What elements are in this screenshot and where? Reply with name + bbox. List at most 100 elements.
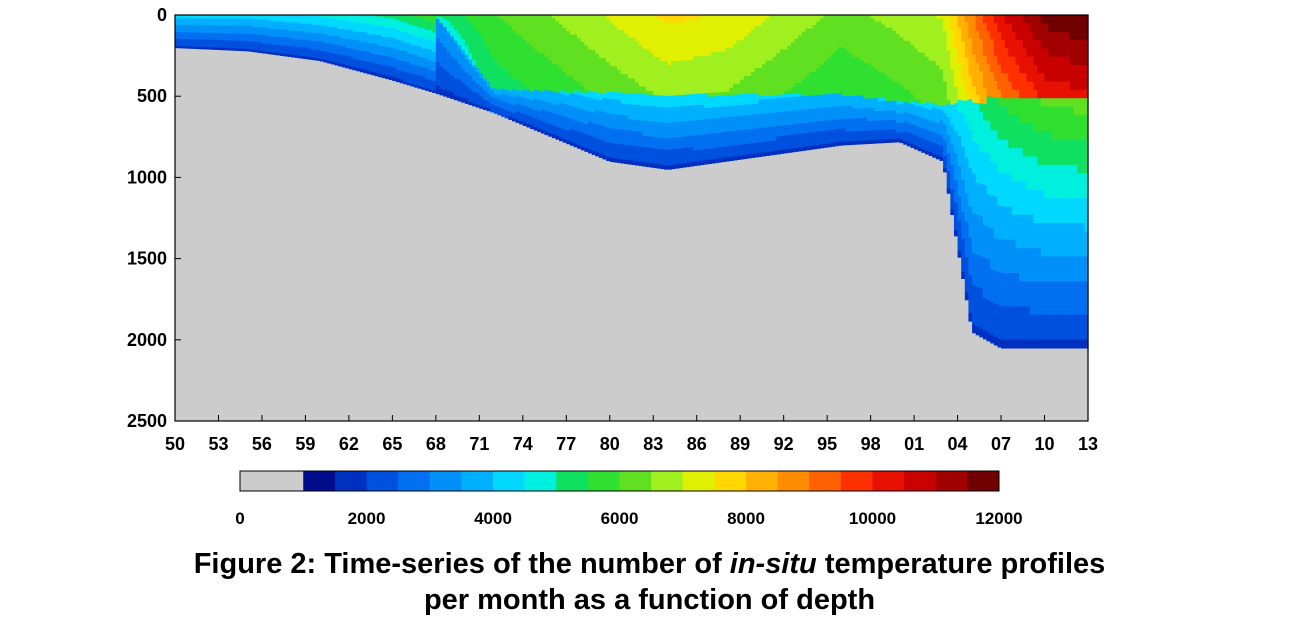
heatmap-cell <box>548 30 553 34</box>
heatmap-cell <box>432 47 437 51</box>
heatmap-cell <box>203 20 209 22</box>
heatmap-cell <box>283 21 288 23</box>
heatmap-cell <box>287 42 292 45</box>
heatmap-cell <box>414 61 419 65</box>
heatmap-cell <box>352 43 357 46</box>
heatmap-cell <box>298 53 303 56</box>
heatmap-cell <box>479 26 484 30</box>
heatmap-cell <box>196 32 201 35</box>
heatmap-cell <box>341 61 346 64</box>
heatmap-cell <box>377 62 383 65</box>
heatmap-cell <box>410 84 415 87</box>
heatmap-cell <box>392 70 397 73</box>
heatmap-cell <box>439 88 444 92</box>
heatmap-cell <box>424 31 430 35</box>
heatmap-cell <box>417 75 422 78</box>
heatmap-cell <box>399 80 404 84</box>
heatmap-cell <box>620 151 625 157</box>
heatmap-cell <box>272 25 278 28</box>
heatmap-cell <box>475 104 480 108</box>
heatmap-cell <box>243 28 249 30</box>
heatmap-cell <box>406 58 412 61</box>
heatmap-cell <box>584 66 589 71</box>
heatmap-cell <box>327 19 332 22</box>
heatmap-cell <box>222 29 227 32</box>
heatmap-cell <box>240 23 245 26</box>
heatmap-cell <box>298 52 303 55</box>
heatmap-cell <box>214 26 220 28</box>
heatmap-cell <box>334 29 339 32</box>
heatmap-cell <box>450 77 455 81</box>
heatmap-cell <box>519 36 524 41</box>
heatmap-cell <box>203 36 209 38</box>
heatmap-cell <box>428 45 433 49</box>
heatmap-cell <box>298 25 303 28</box>
heatmap-cell <box>218 21 223 23</box>
heatmap-cell <box>508 59 513 63</box>
heatmap-cell <box>559 137 564 142</box>
heatmap-cell <box>236 35 241 37</box>
heatmap-cell <box>207 20 212 23</box>
heatmap-cell <box>309 26 314 28</box>
heatmap-cell <box>269 51 274 54</box>
heatmap-cell <box>388 21 393 24</box>
heatmap-cell <box>254 43 259 46</box>
heatmap-cell <box>479 89 484 93</box>
heatmap-cell <box>435 28 441 32</box>
heatmap-cell <box>613 26 618 31</box>
heatmap-cell <box>424 18 430 22</box>
heatmap-cell <box>504 20 509 24</box>
heatmap-cell <box>511 36 517 40</box>
heatmap-cell <box>272 20 278 23</box>
heatmap-cell <box>254 48 259 50</box>
heatmap-cell <box>211 32 216 34</box>
heatmap-cell <box>381 29 386 32</box>
heatmap-cell <box>464 83 470 87</box>
heatmap-cell <box>341 64 346 67</box>
heatmap-cell <box>421 68 426 72</box>
heatmap-cell <box>588 32 593 37</box>
heatmap-cell <box>414 34 419 38</box>
heatmap-cell <box>544 104 549 109</box>
heatmap-cell <box>457 92 462 96</box>
heatmap-cell <box>370 68 375 71</box>
heatmap-cell <box>591 136 596 141</box>
heatmap-cell <box>269 15 274 18</box>
heatmap-cell <box>406 44 412 48</box>
heatmap-cell <box>207 23 212 25</box>
heatmap-cell <box>544 119 549 124</box>
heatmap-cell <box>323 46 328 49</box>
heatmap-cell <box>261 44 267 46</box>
heatmap-cell <box>352 66 357 69</box>
heatmap-cell <box>457 40 462 44</box>
heatmap-cell <box>450 83 455 87</box>
heatmap-cell <box>385 21 390 24</box>
heatmap-cell <box>203 21 209 24</box>
heatmap-cell <box>511 28 517 32</box>
heatmap-cell <box>537 81 542 86</box>
heatmap-cell <box>319 17 325 20</box>
heatmap-cell <box>301 45 307 47</box>
heatmap-cell <box>305 23 310 26</box>
heatmap-cell <box>232 43 238 45</box>
heatmap-cell <box>352 57 357 60</box>
heatmap-cell <box>403 30 408 33</box>
heatmap-cell <box>363 19 368 22</box>
heatmap-cell <box>243 31 249 34</box>
heatmap-cell <box>301 35 307 38</box>
heatmap-cell <box>421 33 426 36</box>
heatmap-cell <box>428 74 433 77</box>
heatmap-cell <box>493 100 499 104</box>
heatmap-cell <box>530 85 535 90</box>
heatmap-cell <box>232 21 238 23</box>
heatmap-cell <box>602 79 607 84</box>
heatmap-cell <box>251 45 256 47</box>
heatmap-cell <box>261 31 267 33</box>
heatmap-cell <box>207 27 212 30</box>
heatmap-cell <box>428 83 433 87</box>
heatmap-cell <box>377 21 383 24</box>
heatmap-cell <box>352 56 357 59</box>
heatmap-cell <box>472 17 477 21</box>
heatmap-cell <box>526 45 531 50</box>
